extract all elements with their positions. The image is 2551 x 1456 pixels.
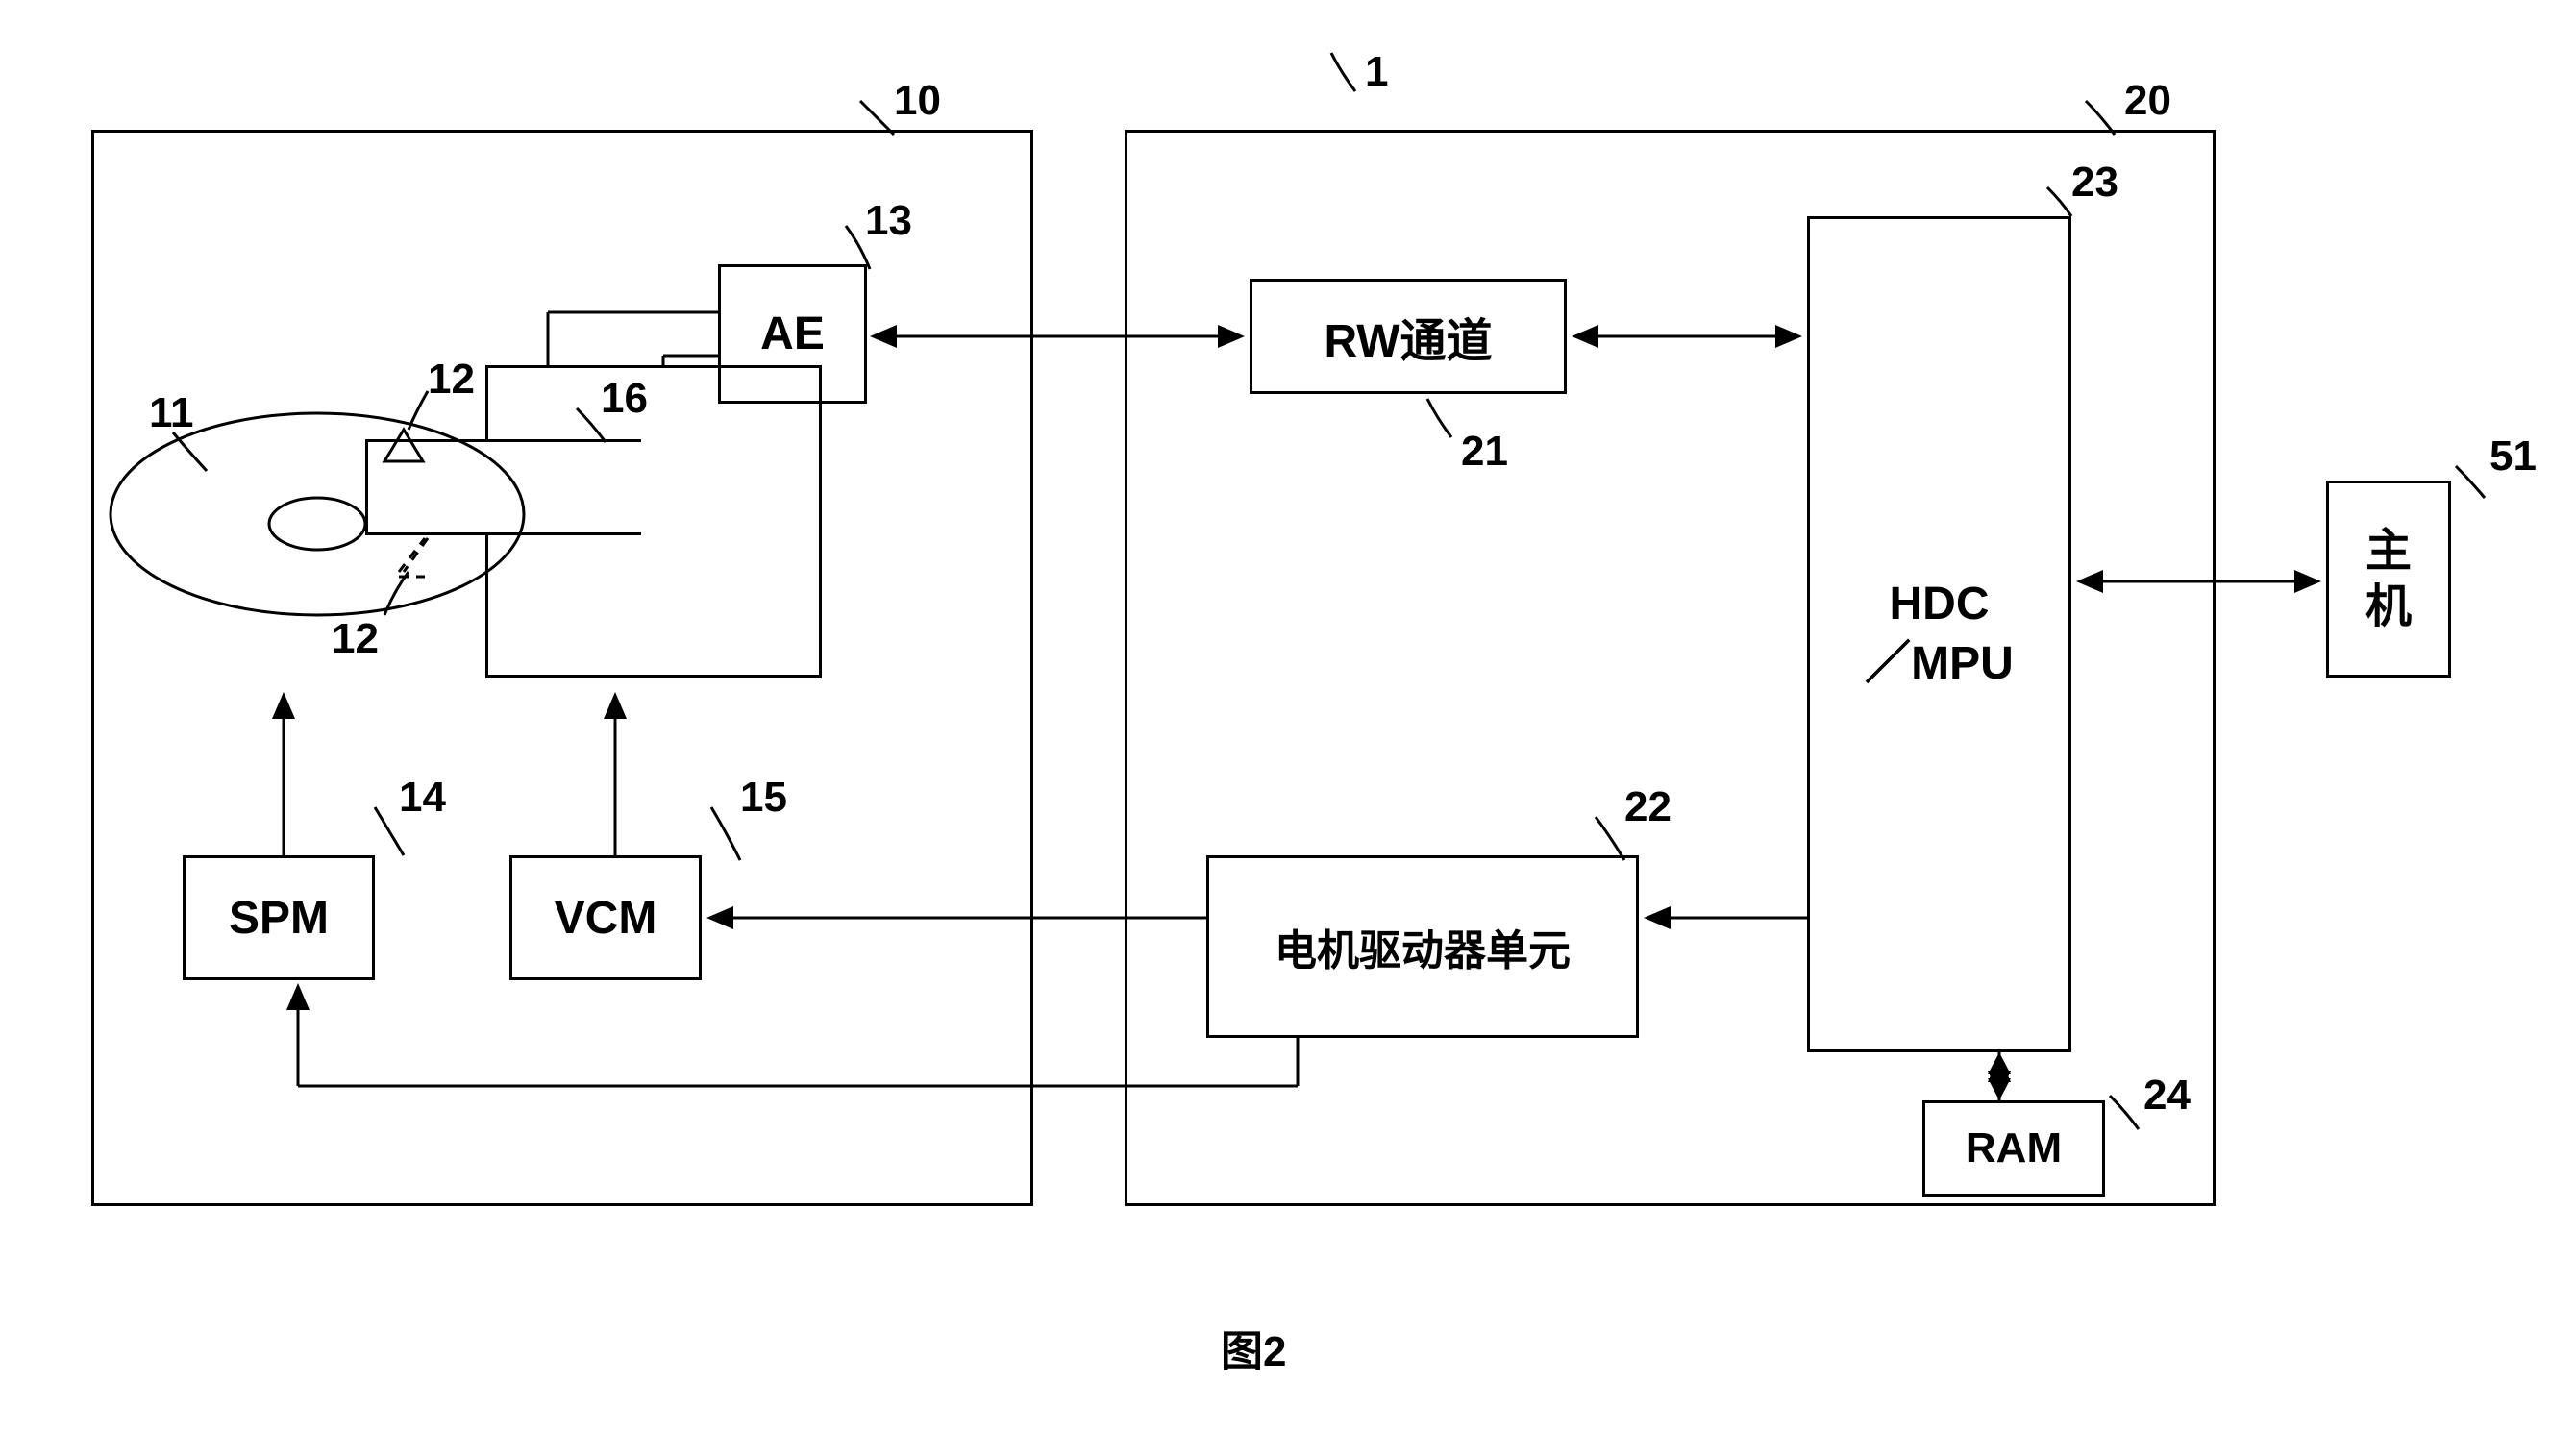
- ref-host: 51: [2489, 432, 2537, 481]
- host-label-1: 主: [2365, 524, 2412, 580]
- ref-enclosure-left: 10: [894, 77, 941, 125]
- ref-rw-channel: 21: [1461, 428, 1508, 476]
- ref-spm: 14: [399, 774, 446, 822]
- vcm-block: VCM: [509, 855, 702, 980]
- host-block: 主 机: [2326, 481, 2451, 678]
- ref-ram: 24: [2143, 1072, 2191, 1120]
- figure-caption: 图2: [1221, 1317, 1286, 1378]
- rw-channel-block: RW通道: [1250, 279, 1567, 394]
- hdc-mpu-label-2: ／MPU: [1865, 634, 2014, 694]
- ref-system: 1: [1365, 48, 1388, 96]
- hdc-mpu-label-1: HDC: [1890, 575, 1990, 634]
- ref-head-bottom: 12: [332, 615, 379, 663]
- ref-disk: 11: [149, 389, 194, 437]
- ref-ae: 13: [865, 197, 912, 245]
- diagram-container: AE RW通道 HDC ／MPU 主 机 SPM VCM 电机驱动器单元 RAM: [0, 0, 2551, 1456]
- ref-actuator: 16: [601, 375, 648, 423]
- actuator-arm: [365, 439, 641, 535]
- host-label-2: 机: [2365, 580, 2412, 635]
- ref-vcm: 15: [740, 774, 787, 822]
- ref-enclosure-right: 20: [2124, 77, 2171, 125]
- spm-label: SPM: [229, 892, 329, 945]
- hdc-mpu-block: HDC ／MPU: [1807, 216, 2071, 1052]
- ae-label: AE: [760, 308, 825, 360]
- motor-driver-label: 电机驱动器单元: [1275, 916, 1571, 977]
- ram-label: RAM: [1966, 1124, 2062, 1172]
- ref-hdc-mpu: 23: [2071, 159, 2118, 207]
- spm-block: SPM: [183, 855, 375, 980]
- rw-channel-label: RW通道: [1324, 303, 1492, 370]
- ram-block: RAM: [1922, 1100, 2105, 1197]
- ref-motor-driver: 22: [1624, 783, 1672, 831]
- vcm-label: VCM: [555, 892, 657, 945]
- ref-head-top: 12: [428, 356, 475, 404]
- motor-driver-block: 电机驱动器单元: [1206, 855, 1639, 1038]
